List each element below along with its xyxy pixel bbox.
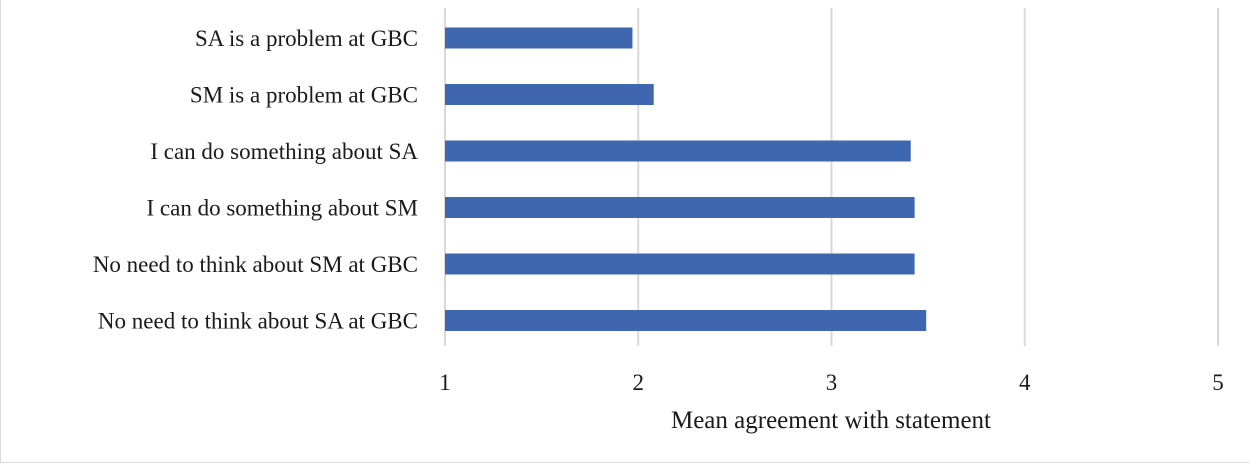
x-tick-label: 4 [1019,370,1031,395]
bar [445,84,654,105]
gridlines [444,8,1219,346]
category-labels: SA is a problem at GBC SM is a problem at… [93,26,419,334]
category-label: SM is a problem at GBC [190,83,418,108]
category-label: No need to think about SA at GBC [98,309,418,334]
category-label: I can do something about SA [150,139,418,164]
x-tick-label: 1 [439,370,451,395]
x-tick-label: 3 [826,370,838,395]
bars [445,27,927,331]
category-label: No need to think about SM at GBC [93,252,418,277]
bar [445,140,911,162]
bar [445,27,633,49]
x-tick-label: 5 [1212,370,1224,395]
x-axis-title: Mean agreement with statement [671,407,991,434]
bar [445,197,915,218]
category-label: I can do something about SM [147,196,419,221]
bar [445,310,927,331]
x-tick-label: 2 [633,370,645,395]
bar [445,253,915,275]
category-label: SA is a problem at GBC [195,26,418,51]
x-tick-labels: 1 2 3 4 5 [439,370,1224,395]
